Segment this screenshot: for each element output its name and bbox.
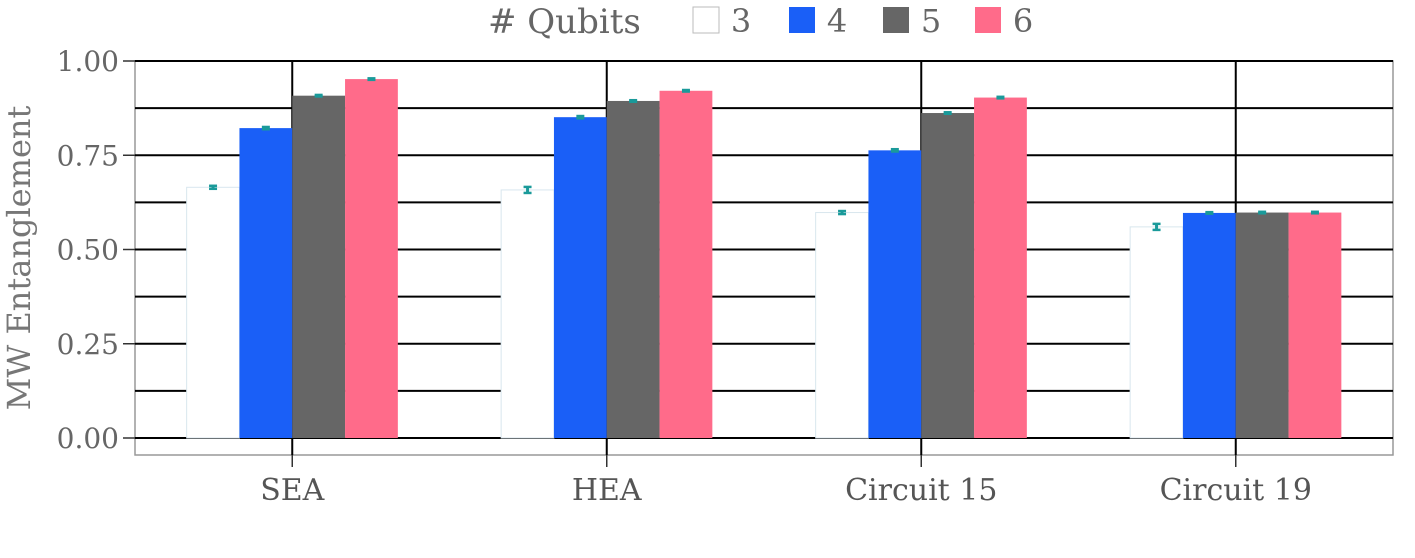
y-tick-label: 0.50 bbox=[57, 234, 119, 267]
legend-key bbox=[975, 7, 1001, 33]
bar[interactable] bbox=[1288, 212, 1342, 438]
bar[interactable] bbox=[239, 128, 293, 438]
legend-key bbox=[692, 6, 720, 34]
legend-label: 3 bbox=[731, 2, 751, 40]
legend-label: 5 bbox=[921, 2, 941, 40]
bar[interactable] bbox=[553, 117, 607, 438]
legend-label: 6 bbox=[1013, 2, 1033, 40]
bar[interactable] bbox=[815, 212, 869, 439]
y-tick-label: 1.00 bbox=[57, 45, 119, 78]
bar[interactable] bbox=[659, 90, 713, 439]
bar[interactable] bbox=[345, 79, 398, 438]
x-tick-label: Circuit 19 bbox=[1160, 473, 1312, 508]
bar[interactable] bbox=[1235, 212, 1289, 438]
bar[interactable] bbox=[868, 150, 922, 438]
x-tick-label: Circuit 15 bbox=[845, 473, 997, 508]
x-tick-label: HEA bbox=[572, 473, 642, 508]
y-tick-label: 0.00 bbox=[57, 422, 119, 455]
legend-key bbox=[789, 7, 815, 33]
y-tick-label: 0.25 bbox=[57, 328, 119, 361]
bar[interactable] bbox=[292, 95, 346, 439]
bar[interactable] bbox=[974, 97, 1027, 438]
bar[interactable] bbox=[921, 113, 975, 438]
bar[interactable] bbox=[500, 189, 555, 439]
legend-title: # Qubits bbox=[488, 2, 641, 42]
y-axis-title: MW Entanglement bbox=[0, 105, 38, 410]
legend-label: 4 bbox=[827, 2, 847, 40]
x-tick-label: SEA bbox=[260, 473, 324, 508]
bar[interactable] bbox=[1129, 226, 1184, 439]
bar[interactable] bbox=[186, 186, 240, 439]
bar[interactable] bbox=[1182, 212, 1236, 438]
bar[interactable] bbox=[606, 100, 660, 438]
y-tick-label: 0.75 bbox=[57, 139, 119, 172]
legend-key bbox=[883, 7, 909, 33]
